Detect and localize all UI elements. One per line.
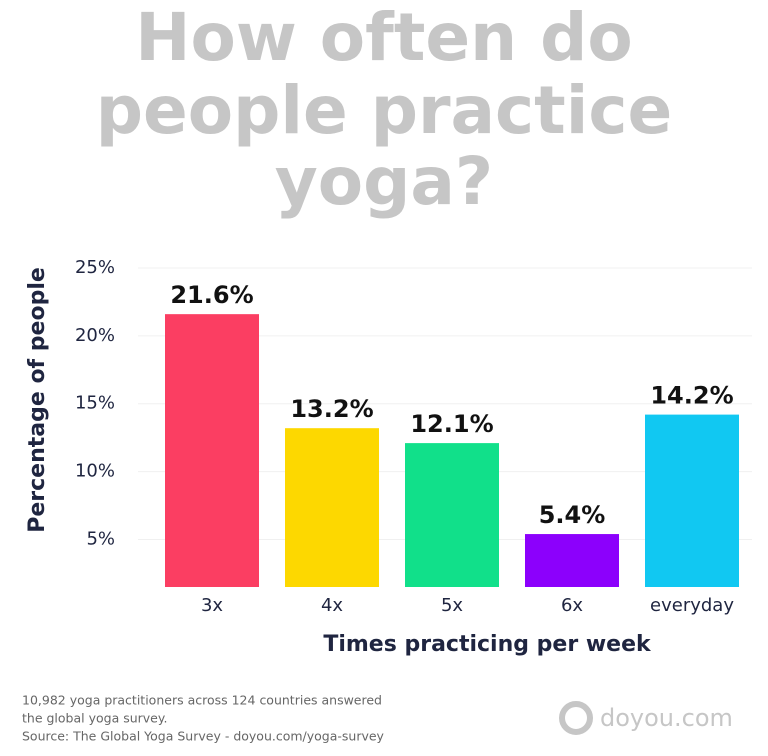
x-tick-label: 5x [441, 595, 463, 616]
chart-title: How often do [135, 0, 632, 76]
x-axis-label: Times practicing per week [323, 632, 652, 657]
y-axis-label: Percentage of people [25, 267, 50, 533]
logo: doyou.com [600, 704, 733, 732]
x-tick-label: everyday [650, 595, 734, 616]
chart-title: yoga? [275, 143, 493, 220]
bar [165, 314, 259, 587]
y-tick-label: 10% [75, 461, 115, 482]
x-tick-label: 6x [561, 595, 583, 616]
bar [405, 443, 499, 587]
data-label: 21.6% [170, 281, 253, 309]
footnote: Source: The Global Yoga Survey - doyou.c… [22, 729, 385, 744]
chart-title: people practice [96, 72, 672, 149]
data-label: 14.2% [650, 382, 733, 410]
x-tick-label: 4x [321, 595, 343, 616]
data-label: 13.2% [290, 395, 373, 423]
footnote: the global yoga survey. [22, 711, 167, 726]
x-tick-label: 3x [201, 595, 223, 616]
logo-icon [559, 701, 593, 735]
y-tick-label: 20% [75, 325, 115, 346]
footnote: 10,982 yoga practitioners across 124 cou… [22, 693, 382, 708]
data-label: 12.1% [410, 410, 493, 438]
bar [645, 414, 739, 587]
y-tick-label: 15% [75, 393, 115, 414]
y-tick-label: 5% [86, 528, 115, 549]
bar [285, 428, 379, 587]
bar [525, 534, 619, 587]
data-label: 5.4% [539, 501, 606, 529]
y-tick-label: 25% [75, 257, 115, 278]
